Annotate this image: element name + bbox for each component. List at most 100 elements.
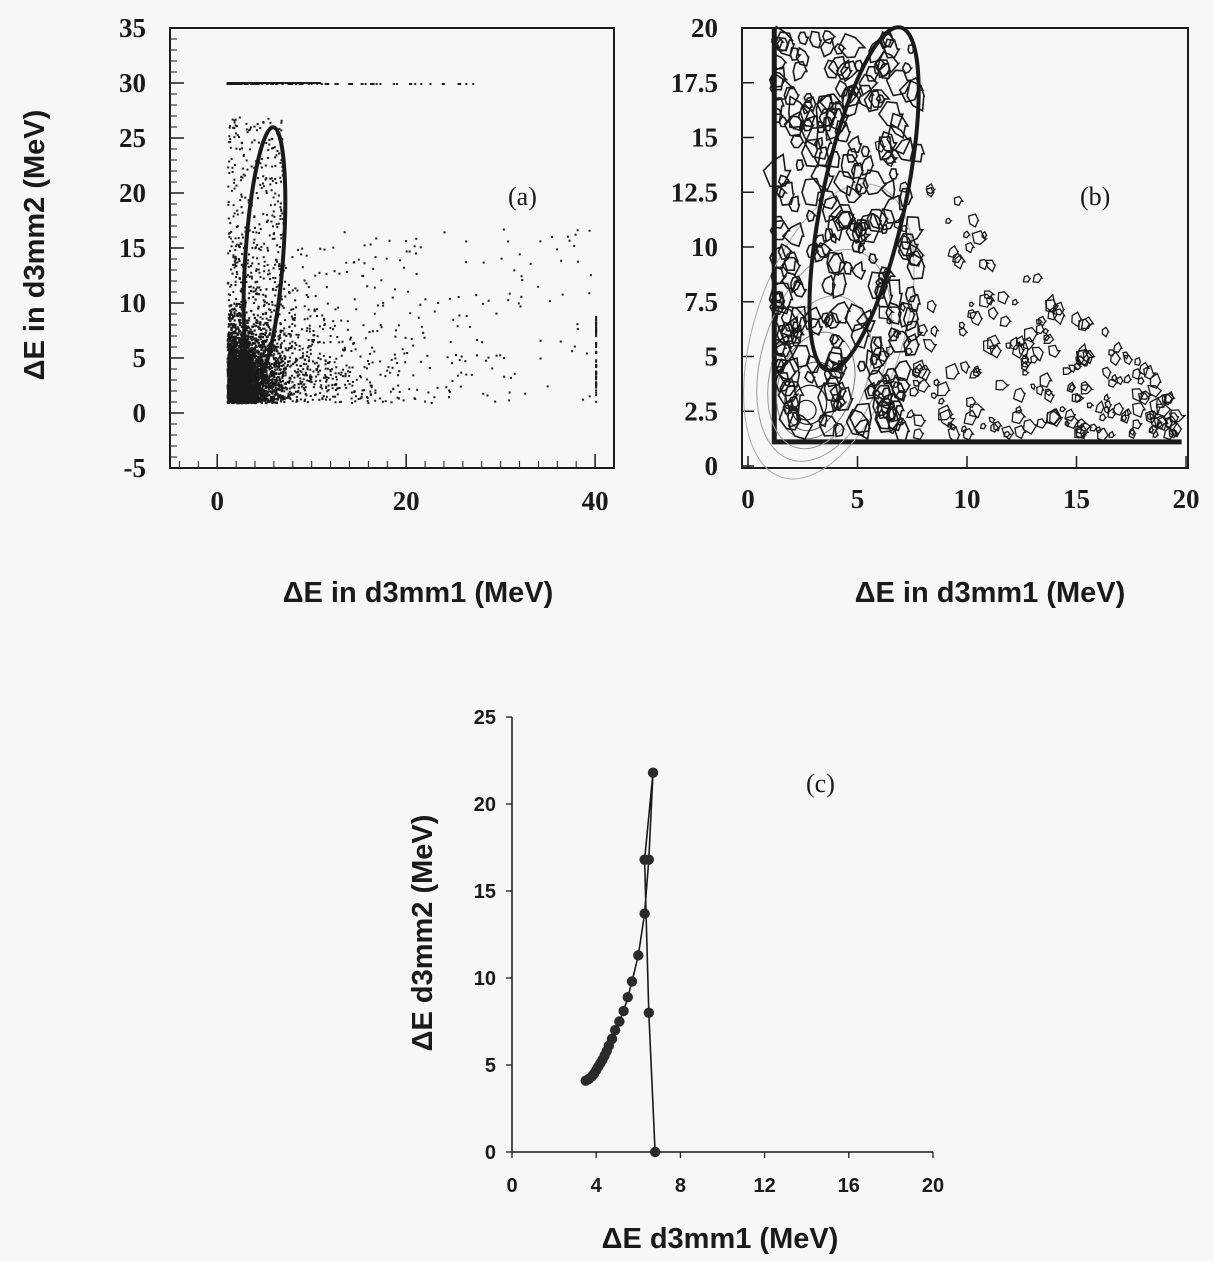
- panel-a-point: [283, 401, 286, 404]
- panel-a-point: [357, 258, 360, 261]
- panel-a-point: [258, 247, 261, 250]
- panel-a-point: [242, 375, 245, 378]
- panel-a-point: [233, 121, 236, 124]
- panel-a-point: [263, 265, 266, 268]
- panel-a-point: [236, 213, 239, 216]
- panel-b-contour-cell: [878, 208, 896, 231]
- panel-a-point: [520, 275, 523, 278]
- panel-b-contour-cell: [790, 133, 805, 149]
- panel-a-point: [238, 390, 241, 393]
- panel-a-point: [237, 237, 240, 240]
- panel-a-point: [247, 399, 250, 402]
- panel-a-point: [235, 147, 238, 150]
- panel-a-point: [230, 348, 233, 351]
- panel-a-point: [229, 222, 232, 225]
- panel-a-point: [260, 388, 263, 391]
- panel-b-contour-cell: [845, 408, 871, 436]
- panel-a-point: [247, 379, 250, 382]
- panel-b-contour-cell: [875, 93, 887, 104]
- panel-a-point: [263, 351, 266, 354]
- panel-a-point: [270, 375, 273, 378]
- panel-b-contour-cell: [778, 181, 795, 206]
- panel-a-point: [329, 369, 332, 372]
- panel-a-point: [273, 357, 276, 360]
- panel-a-point: [361, 389, 364, 392]
- panel-b-contour-cell: [840, 84, 859, 109]
- panel-a-point: [257, 141, 260, 144]
- panel-b-contour-cell: [834, 79, 849, 98]
- panel-a-point: [279, 233, 282, 236]
- panel-b-ytick-label: 10: [691, 232, 718, 262]
- panel-a-point: [267, 117, 270, 120]
- panel-a-point: [274, 379, 277, 382]
- panel-a-point: [234, 349, 237, 352]
- panel-b-contour-cell: [769, 219, 791, 241]
- panel-b-contour-cell: [787, 405, 801, 428]
- panel-a-point: [595, 316, 598, 319]
- panel-a-ytick-label: 30: [119, 68, 146, 98]
- panel-a-point: [396, 361, 399, 364]
- panel-a-point: [252, 313, 255, 316]
- panel-a-point: [328, 356, 331, 359]
- panel-a-point: [253, 238, 256, 241]
- panel-a-point: [253, 125, 256, 128]
- panel-a-point: [451, 362, 454, 365]
- panel-a-point: [252, 290, 255, 293]
- panel-a-point: [230, 401, 233, 404]
- panel-a-point: [269, 278, 272, 281]
- panel-a-point: [228, 377, 231, 380]
- panel-a-point: [238, 318, 241, 321]
- panel-b-contour-cell: [772, 215, 786, 230]
- panel-a-point: [265, 340, 268, 343]
- panel-b-contour-cell: [775, 185, 788, 198]
- panel-a-point: [247, 332, 250, 335]
- panel-a-point: [234, 328, 238, 331]
- panel-a-point: [351, 401, 354, 404]
- panel-b-contour-cell: [789, 327, 806, 344]
- panel-a-point: [436, 386, 439, 389]
- panel-a-point: [254, 366, 257, 369]
- panel-a-point: [234, 258, 237, 261]
- panel-a-point: [309, 345, 312, 348]
- panel-a-point: [309, 377, 312, 380]
- panel-a-point: [288, 292, 291, 295]
- panel-a-point: [229, 400, 232, 403]
- panel-a-point: [255, 288, 258, 291]
- panel-a-point: [272, 385, 275, 388]
- panel-b-contour-cell: [1143, 364, 1157, 380]
- panel-a-point: [279, 202, 282, 205]
- panel-a-point: [258, 223, 261, 226]
- panel-a-point: [250, 390, 253, 393]
- panel-a-point: [231, 345, 234, 348]
- panel-a-point: [252, 395, 255, 398]
- panel-a-point: [273, 309, 276, 312]
- panel-a-point: [548, 300, 551, 303]
- panel-a-point: [272, 381, 275, 384]
- panel-a-point: [228, 392, 232, 395]
- panel-a-point: [228, 357, 231, 360]
- panel-a-point: [228, 347, 231, 350]
- panel-a-point: [244, 388, 247, 391]
- panel-a-point: [236, 273, 239, 276]
- panel-b-ytick-label: 12.5: [671, 177, 718, 207]
- panel-a-point: [270, 362, 273, 365]
- panel-a-point: [237, 331, 240, 334]
- panel-a-point: [371, 330, 374, 333]
- panel-a-point: [430, 401, 433, 404]
- panel-a-point: [289, 393, 292, 396]
- panel-a-point: [264, 374, 267, 377]
- panel-a-point: [265, 329, 268, 332]
- panel-a-point: [346, 379, 349, 382]
- panel-a-point: [295, 333, 298, 336]
- panel-a-point: [234, 237, 237, 240]
- panel-a-point: [249, 396, 252, 399]
- panel-a-point: [257, 371, 260, 374]
- panel-a-point: [279, 381, 282, 384]
- panel-a-point: [335, 375, 338, 378]
- panel-a-point: [286, 381, 289, 384]
- panel-a-point: [231, 323, 234, 326]
- panel-a-point: [229, 285, 232, 288]
- panel-a-point: [247, 334, 250, 337]
- panel-a-point: [251, 361, 254, 364]
- panel-a-point: [240, 263, 243, 266]
